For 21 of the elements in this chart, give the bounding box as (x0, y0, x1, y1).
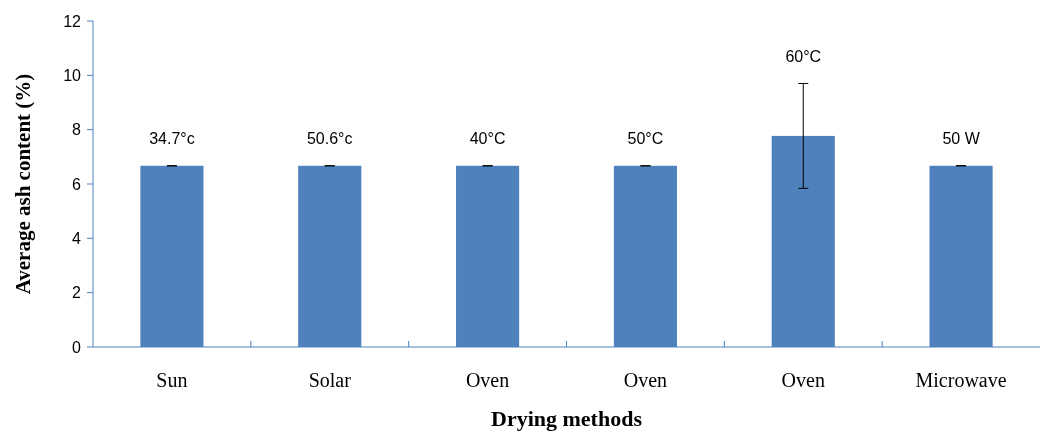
x-tick-label: Microwave (915, 369, 1007, 391)
x-tick-label: Oven (465, 369, 510, 391)
y-tick-label: 8 (72, 121, 82, 139)
x-tick-label: Sun (156, 369, 188, 391)
annotation: 50 W (942, 130, 981, 148)
annotation: 34.7°c (149, 130, 195, 148)
x-tick-label: Oven (781, 369, 825, 391)
x-tick-label: Oven (623, 369, 668, 391)
annotation: 60°C (785, 48, 822, 66)
annotation: 50.6°c (306, 130, 353, 148)
y-tick-label: 6 (72, 175, 82, 193)
y-axis-title: Average ash content (%) (11, 73, 35, 295)
annotation: 40°C (469, 130, 506, 148)
x-axis-title: Drying methods (491, 406, 643, 431)
annotation: 50°C (627, 130, 664, 148)
y-tick-label: 2 (72, 284, 82, 302)
y-tick-label: 0 (72, 338, 82, 356)
y-tick-label: 12 (63, 12, 82, 30)
x-tick-label: Solar (308, 369, 352, 391)
y-tick-label: 4 (72, 229, 82, 247)
y-tick-label: 10 (63, 66, 82, 84)
